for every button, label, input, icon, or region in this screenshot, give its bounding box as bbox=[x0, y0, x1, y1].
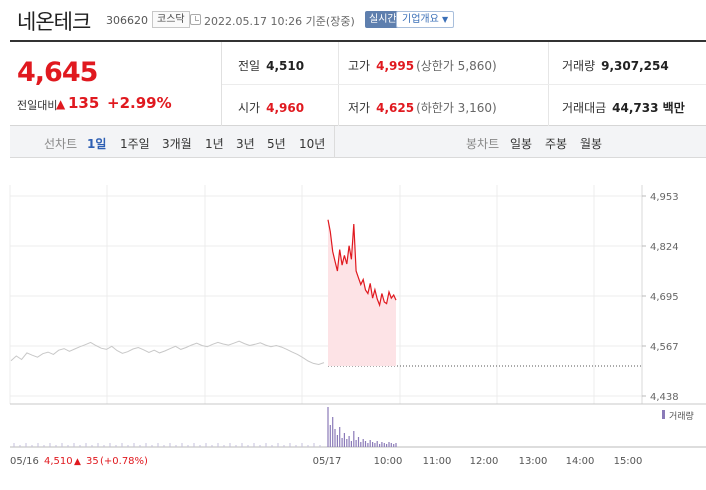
prev-close-stat: 전일 4,510 bbox=[238, 57, 304, 74]
timestamp: 2022.05.17 10:26 기준(장중) bbox=[204, 15, 355, 28]
open-value: 4,960 bbox=[266, 101, 305, 115]
x-tick-label: 11:00 bbox=[423, 456, 452, 467]
diff-value: 135 bbox=[68, 94, 100, 112]
diff-label: 전일대비 bbox=[17, 99, 58, 112]
tab-3m[interactable]: 3개월 bbox=[162, 137, 192, 151]
company-overview-label: 기업개요 bbox=[402, 14, 439, 25]
y-tick-label: 4,953 bbox=[650, 192, 679, 203]
volume-legend-label: 거래량 bbox=[669, 410, 694, 422]
volume-label: 거래량 bbox=[562, 59, 596, 73]
tab-monthly[interactable]: 월봉 bbox=[580, 137, 603, 151]
market-badge: 코스닥 bbox=[152, 11, 190, 28]
lower-limit: (하한가 3,160) bbox=[416, 101, 497, 115]
today-area bbox=[328, 219, 396, 366]
prev-day-line bbox=[10, 340, 325, 366]
current-price: 4,645 bbox=[17, 57, 98, 88]
low-label: 저가 bbox=[348, 101, 371, 115]
price-chart[interactable]: 4,953 4,824 4,695 4,567 4,438 거래량 05/16 05/17 10… bbox=[0, 160, 706, 486]
chevron-down-icon: ▼ bbox=[442, 15, 449, 24]
tab-weekly[interactable]: 주봉 bbox=[545, 137, 568, 151]
up-arrow-icon: ▲ bbox=[74, 457, 81, 467]
tab-3y[interactable]: 3년 bbox=[236, 137, 255, 151]
x-tick-label: 12:00 bbox=[470, 456, 499, 467]
high-label: 고가 bbox=[348, 59, 371, 73]
prev-close-label: 전일 bbox=[238, 59, 261, 73]
candle-chart-label: 봉차트 bbox=[466, 137, 500, 151]
y-tick-label: 4,695 bbox=[650, 292, 679, 303]
tab-1d[interactable]: 1일 bbox=[87, 137, 107, 151]
x-tick-label: 15:00 bbox=[614, 456, 643, 467]
diff-rate: +2.99% bbox=[107, 94, 172, 112]
stock-header: 네온테크 306620 코스닥 2022.05.17 10:26 기준(장중) … bbox=[0, 0, 706, 40]
volume-legend-swatch bbox=[662, 410, 665, 419]
low-value: 4,625 bbox=[376, 101, 415, 115]
tab-daily[interactable]: 일봉 bbox=[510, 137, 533, 151]
current-price-box: 4,645 전일대비 ▲ 135 +2.99% bbox=[10, 42, 222, 126]
company-overview-button[interactable]: 기업개요 ▼ bbox=[396, 11, 455, 28]
x-tick-label: 14:00 bbox=[566, 456, 595, 467]
open-stat: 시가 4,960 bbox=[238, 99, 304, 116]
stock-name: 네온테크 bbox=[17, 10, 91, 34]
high-stat: 고가 4,995 (상한가 5,860) bbox=[348, 57, 497, 74]
prev-close-value: 4,510 bbox=[266, 59, 305, 73]
amount-value: 44,733 백만 bbox=[612, 101, 685, 115]
divider bbox=[334, 126, 335, 158]
x-tick-label: 13:00 bbox=[519, 456, 548, 467]
y-tick-label: 4,824 bbox=[650, 242, 679, 253]
clock-icon bbox=[190, 14, 201, 25]
amount-label: 거래대금 bbox=[562, 101, 607, 115]
realtime-button[interactable]: 실시간 bbox=[365, 11, 401, 28]
price-summary: 4,645 전일대비 ▲ 135 +2.99% 전일 4,510 고가 4,995(… bbox=[10, 40, 706, 126]
x-tick-label: 05/16 bbox=[10, 456, 39, 467]
volume-stat: 거래량 9,307,254 bbox=[562, 57, 669, 74]
high-value: 4,995 bbox=[376, 59, 415, 73]
amount-stat: 거래대금 44,733 백만 bbox=[562, 99, 685, 116]
chart-svg: 4,953 4,824 4,695 4,567 4,438 거래량 05/16 05/17 10… bbox=[9, 185, 706, 467]
y-tick-label: 4,567 bbox=[650, 342, 679, 353]
x-tick-label: 10:00 bbox=[374, 456, 403, 467]
stock-code: 306620 bbox=[106, 14, 148, 27]
low-stat: 저가 4,625 (하한가 3,160) bbox=[348, 99, 497, 116]
today-line bbox=[327, 219, 397, 308]
up-arrow-icon: ▲ bbox=[56, 97, 66, 111]
upper-limit: (상한가 5,860) bbox=[416, 59, 497, 73]
x-tick-label: 05/17 bbox=[313, 456, 342, 467]
divider bbox=[222, 84, 706, 85]
tab-1y[interactable]: 1년 bbox=[205, 137, 224, 151]
prev-day-rate: (+0.78%) bbox=[100, 456, 148, 467]
tab-1w[interactable]: 1주일 bbox=[120, 137, 150, 151]
y-tick-label: 4,438 bbox=[650, 392, 679, 403]
tab-5y[interactable]: 5년 bbox=[267, 137, 286, 151]
open-label: 시가 bbox=[238, 101, 261, 115]
prev-day-price: 4,510 bbox=[44, 456, 73, 467]
line-chart-label: 선차트 bbox=[44, 137, 78, 151]
prev-day-change: 35 bbox=[86, 456, 99, 467]
volume-value: 9,307,254 bbox=[601, 59, 669, 73]
tab-10y[interactable]: 10년 bbox=[299, 137, 326, 151]
chart-period-bar: 선차트 1일 1주일 3개월 1년 3년 5년 10년 봉차트 일봉 주봉 월봉 bbox=[10, 126, 706, 158]
